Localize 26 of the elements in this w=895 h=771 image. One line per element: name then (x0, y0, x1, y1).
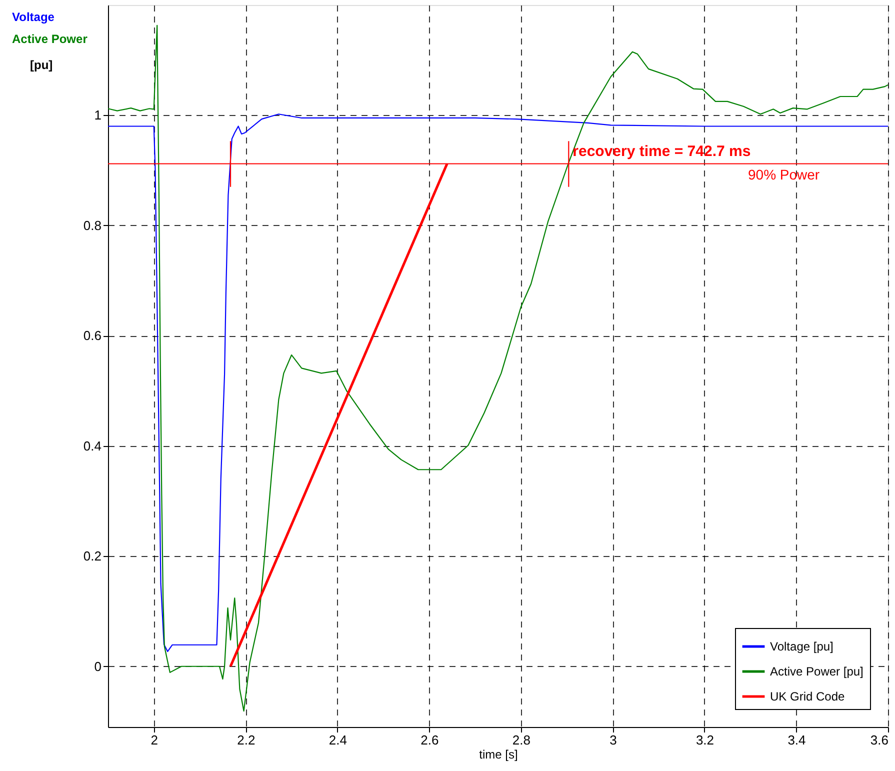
x-tick-label: 2.8 (512, 732, 530, 748)
y-axis-title: [pu] (30, 58, 53, 72)
annotation: recovery time = 742.7 ms (572, 143, 751, 160)
line-series (108, 24, 888, 712)
x-tick-label: 2.4 (328, 732, 347, 748)
y-tick-label: 0.8 (83, 218, 102, 233)
text: Voltage (12, 10, 55, 24)
y-tick-label: 0.6 (83, 328, 102, 344)
text: Active Power (12, 32, 88, 46)
x-tick-label: 2.2 (237, 732, 256, 748)
x-tick-label: 2 (150, 732, 158, 748)
x-tick-label: 3.2 (696, 732, 714, 748)
y-tick-label: 0.4 (83, 438, 102, 454)
x-tick-label: 3.6 (870, 732, 888, 748)
ref-line-label: 90% Power (748, 166, 820, 183)
y-tick-label: 0.2 (83, 548, 102, 564)
x-tick-label: 3.4 (788, 732, 806, 748)
x-axis-title: time [s] (479, 748, 518, 762)
line-series (108, 114, 888, 652)
y-tick-label: 0 (94, 658, 102, 674)
x-tick-label: 2.6 (420, 732, 439, 748)
x-tick-label: 3 (610, 732, 617, 748)
legend-label: Active Power [pu] (770, 664, 864, 678)
legend-label: UK Grid Code (770, 690, 846, 704)
legend-label: Voltage [pu] (770, 640, 834, 654)
y-tick-label: 1 (94, 108, 102, 123)
